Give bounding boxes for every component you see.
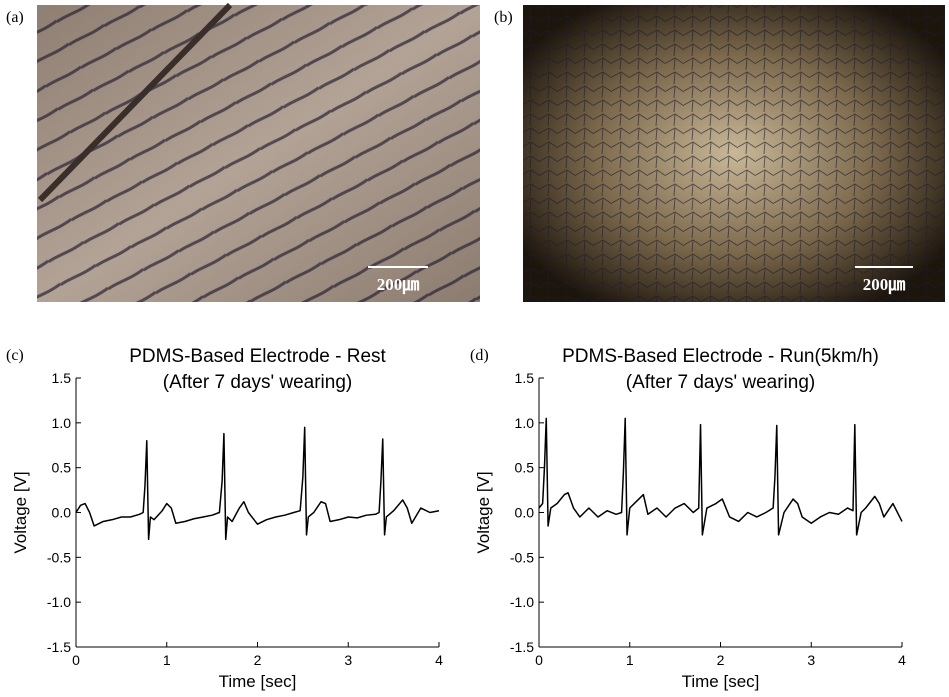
x-axis-label: Time [sec]	[219, 672, 297, 691]
y-tick-label: -1.0	[47, 594, 71, 610]
x-tick-label: 0	[535, 652, 543, 668]
chart-title: PDMS-Based Electrode - Run(5km/h)	[562, 346, 879, 367]
x-tick-label: 1	[626, 652, 634, 668]
panel-label: (c)	[6, 347, 24, 364]
y-tick-label: 1.5	[52, 370, 72, 386]
y-tick-label: 0.0	[515, 505, 535, 521]
micrograph-a-texture	[37, 5, 480, 302]
x-axis-label: Time [sec]	[682, 672, 760, 691]
y-axis-label: Voltage [V]	[474, 471, 493, 553]
scale-label: 200㎛	[863, 275, 906, 295]
chart-subtitle: (After 7 days' wearing)	[626, 372, 815, 393]
x-tick-label: 3	[807, 652, 815, 668]
x-tick-label: 2	[717, 652, 725, 668]
y-tick-label: -0.5	[510, 549, 534, 565]
y-tick-label: 0.0	[52, 505, 72, 521]
y-tick-label: -1.0	[510, 594, 534, 610]
ecg-line	[538, 417, 903, 536]
y-tick-label: 0.5	[52, 460, 72, 476]
x-tick-label: 3	[344, 652, 352, 668]
y-tick-label: 0.5	[515, 460, 535, 476]
y-tick-label: -0.5	[47, 549, 71, 565]
y-tick-label: -1.5	[510, 639, 534, 655]
micrograph-b-texture	[523, 5, 945, 302]
x-tick-label: 0	[72, 652, 80, 668]
scale-label: 200㎛	[377, 275, 420, 295]
chart-title: PDMS-Based Electrode - Rest	[129, 346, 386, 367]
x-tick-label: 4	[898, 652, 906, 668]
panel-label: (a)	[6, 9, 24, 26]
x-tick-label: 4	[435, 652, 443, 668]
y-tick-label: -1.5	[47, 639, 71, 655]
y-tick-label: 1.0	[52, 415, 72, 431]
x-tick-label: 1	[163, 652, 171, 668]
panel-label: (b)	[494, 9, 513, 26]
panel-label: (d)	[470, 347, 489, 364]
x-tick-label: 2	[254, 652, 262, 668]
y-axis-label: Voltage [V]	[11, 471, 30, 553]
ecg-line	[75, 426, 440, 541]
chart-subtitle: (After 7 days' wearing)	[163, 372, 352, 393]
y-tick-label: 1.0	[515, 415, 535, 431]
crease	[37, 2, 233, 203]
y-tick-label: 1.5	[515, 370, 535, 386]
